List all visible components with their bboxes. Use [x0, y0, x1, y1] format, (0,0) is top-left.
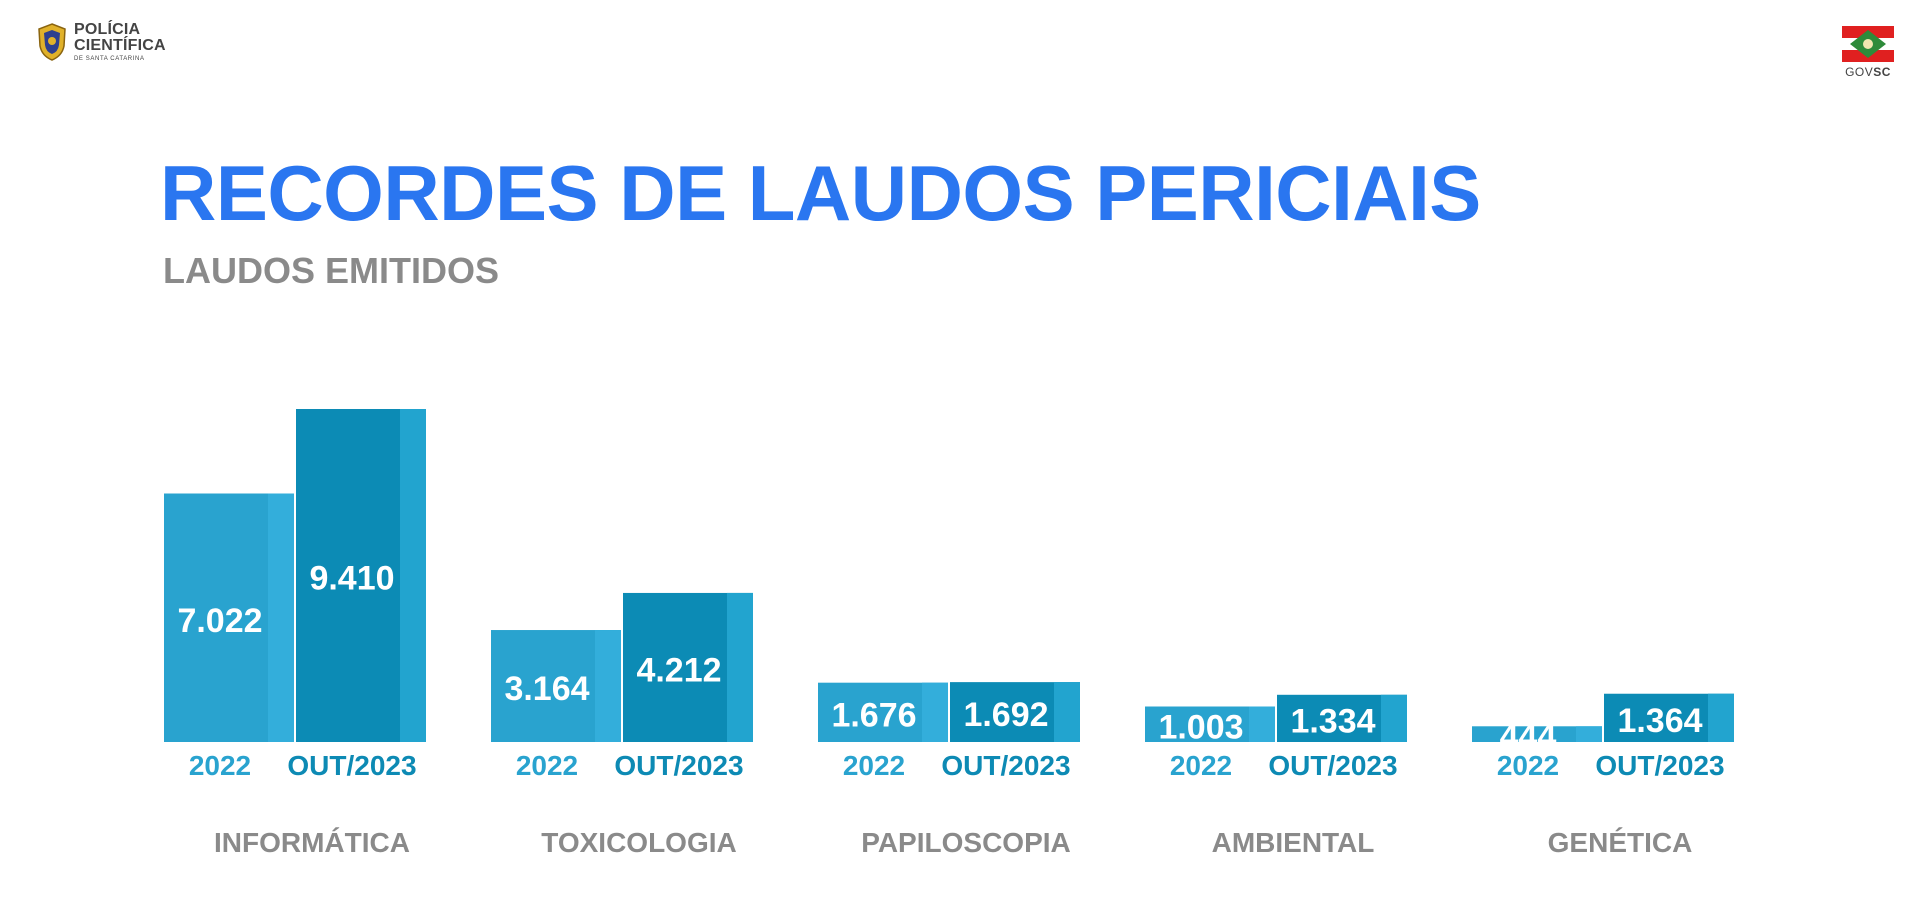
series-tick-label: OUT/2023 — [1595, 750, 1724, 781]
org-name-line3: DE SANTA CATARINA — [74, 56, 145, 62]
series-tick-label: OUT/2023 — [614, 750, 743, 781]
bar-shade-1-0 — [400, 409, 426, 742]
police-badge-icon — [38, 23, 66, 61]
value-label: 3.164 — [504, 670, 589, 708]
series-tick-label: OUT/2023 — [287, 750, 416, 781]
bar-shade-1-1 — [727, 592, 753, 742]
series-tick-label: 2022 — [189, 750, 251, 781]
series-tick-label: 2022 — [1497, 750, 1559, 781]
govsc-logo: GOVSC — [1842, 26, 1894, 79]
bar-shade-0-3 — [1249, 706, 1275, 742]
value-label: 444 — [1500, 718, 1557, 756]
value-label: 1.676 — [831, 696, 916, 734]
value-label: 1.003 — [1158, 708, 1243, 746]
value-label: 1.692 — [963, 696, 1048, 734]
series-tick-label: OUT/2023 — [1268, 750, 1397, 781]
bar-shade-0-0 — [268, 493, 294, 742]
value-label: 1.364 — [1617, 702, 1702, 740]
value-label: 1.334 — [1290, 702, 1375, 740]
series-tick-label: 2022 — [1170, 750, 1232, 781]
category-label: INFORMÁTICA — [214, 827, 410, 858]
series-tick-label: OUT/2023 — [941, 750, 1070, 781]
value-label: 9.410 — [309, 560, 394, 598]
santa-catarina-flag-icon — [1842, 26, 1894, 62]
value-label: 7.022 — [177, 602, 262, 640]
bar-shade-0-4 — [1576, 726, 1602, 742]
policia-cientifica-logo: POLÍCIA CIENTÍFICA DE SANTA CATARINA — [36, 22, 166, 62]
org-name-line1: POLÍCIA — [74, 21, 141, 38]
category-label: GENÉTICA — [1548, 827, 1693, 858]
bar-shade-1-2 — [1054, 682, 1080, 742]
bar-shade-0-1 — [595, 630, 621, 742]
bar-2022-4 — [1472, 726, 1602, 742]
bar-shade-1-3 — [1381, 694, 1407, 742]
series-tick-label: 2022 — [516, 750, 578, 781]
bar-shade-1-4 — [1708, 693, 1734, 742]
category-label: TOXICOLOGIA — [541, 827, 737, 858]
value-label: 4.212 — [636, 651, 721, 689]
org-name-line2: CIENTÍFICA — [74, 37, 166, 54]
category-label: PAPILOSCOPIA — [861, 827, 1071, 858]
series-tick-label: 2022 — [843, 750, 905, 781]
bar-shade-0-2 — [922, 682, 948, 742]
chart-title: RECORDES DE LAUDOS PERICIAIS — [160, 149, 1481, 237]
chart-subtitle: LAUDOS EMITIDOS — [163, 250, 500, 291]
govsc-text: GOVSC — [1845, 65, 1891, 79]
category-label: AMBIENTAL — [1212, 827, 1375, 858]
